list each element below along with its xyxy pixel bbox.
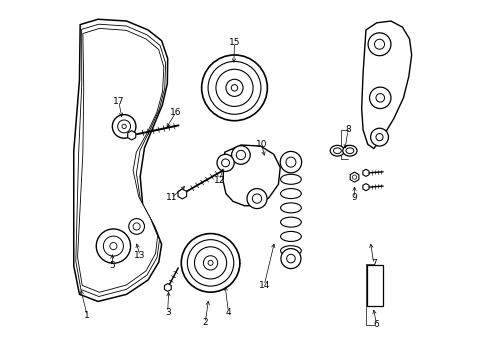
Polygon shape	[127, 131, 136, 140]
Polygon shape	[349, 172, 358, 182]
Ellipse shape	[280, 246, 301, 256]
Circle shape	[118, 120, 130, 133]
Circle shape	[236, 150, 245, 159]
Circle shape	[252, 194, 261, 203]
Polygon shape	[223, 145, 280, 206]
Circle shape	[207, 260, 213, 265]
Circle shape	[221, 159, 229, 167]
Ellipse shape	[280, 174, 301, 184]
Text: 3: 3	[164, 308, 170, 317]
Circle shape	[281, 249, 300, 269]
Circle shape	[203, 256, 217, 270]
Ellipse shape	[280, 217, 301, 227]
Circle shape	[375, 94, 384, 102]
Circle shape	[374, 39, 384, 49]
Circle shape	[225, 79, 243, 96]
Text: 2: 2	[202, 318, 207, 327]
Circle shape	[112, 114, 136, 138]
Text: 6: 6	[373, 320, 379, 329]
Circle shape	[128, 219, 144, 234]
Ellipse shape	[329, 145, 344, 156]
Circle shape	[133, 223, 140, 230]
Text: 11: 11	[165, 193, 177, 202]
Circle shape	[231, 85, 237, 91]
Ellipse shape	[345, 148, 353, 154]
Text: 8: 8	[345, 126, 350, 135]
Circle shape	[122, 124, 126, 129]
Circle shape	[103, 236, 123, 256]
Circle shape	[194, 247, 226, 279]
Polygon shape	[178, 189, 186, 199]
Circle shape	[286, 254, 295, 263]
Text: 9: 9	[351, 193, 357, 202]
Text: 4: 4	[225, 308, 231, 317]
Circle shape	[370, 128, 387, 146]
Circle shape	[187, 240, 233, 286]
Text: 1: 1	[84, 311, 90, 320]
Ellipse shape	[280, 203, 301, 213]
Polygon shape	[362, 184, 368, 191]
Text: 15: 15	[228, 38, 240, 47]
Text: 14: 14	[258, 281, 269, 290]
Circle shape	[231, 146, 250, 164]
Text: 12: 12	[213, 176, 224, 185]
Ellipse shape	[280, 231, 301, 242]
Text: 16: 16	[170, 108, 181, 117]
Circle shape	[96, 229, 130, 263]
Polygon shape	[164, 284, 171, 291]
Circle shape	[285, 157, 295, 167]
Circle shape	[367, 33, 390, 56]
Text: 10: 10	[255, 140, 267, 149]
Circle shape	[375, 134, 382, 141]
Polygon shape	[362, 169, 368, 176]
Circle shape	[352, 175, 356, 179]
Ellipse shape	[280, 189, 301, 199]
Circle shape	[246, 189, 266, 208]
Polygon shape	[74, 19, 167, 301]
Text: 5: 5	[109, 261, 115, 270]
Circle shape	[110, 243, 117, 249]
Circle shape	[217, 154, 234, 171]
Circle shape	[207, 62, 261, 114]
Text: 7: 7	[370, 260, 376, 269]
FancyBboxPatch shape	[366, 265, 383, 306]
Circle shape	[280, 152, 301, 173]
Text: 17: 17	[113, 97, 124, 106]
Ellipse shape	[342, 145, 356, 156]
Polygon shape	[76, 24, 165, 297]
Polygon shape	[361, 21, 411, 149]
Circle shape	[369, 87, 390, 109]
Circle shape	[201, 55, 267, 121]
Polygon shape	[78, 28, 163, 292]
Circle shape	[216, 69, 253, 107]
Text: 13: 13	[134, 251, 145, 260]
Ellipse shape	[333, 148, 341, 154]
Circle shape	[181, 234, 240, 292]
